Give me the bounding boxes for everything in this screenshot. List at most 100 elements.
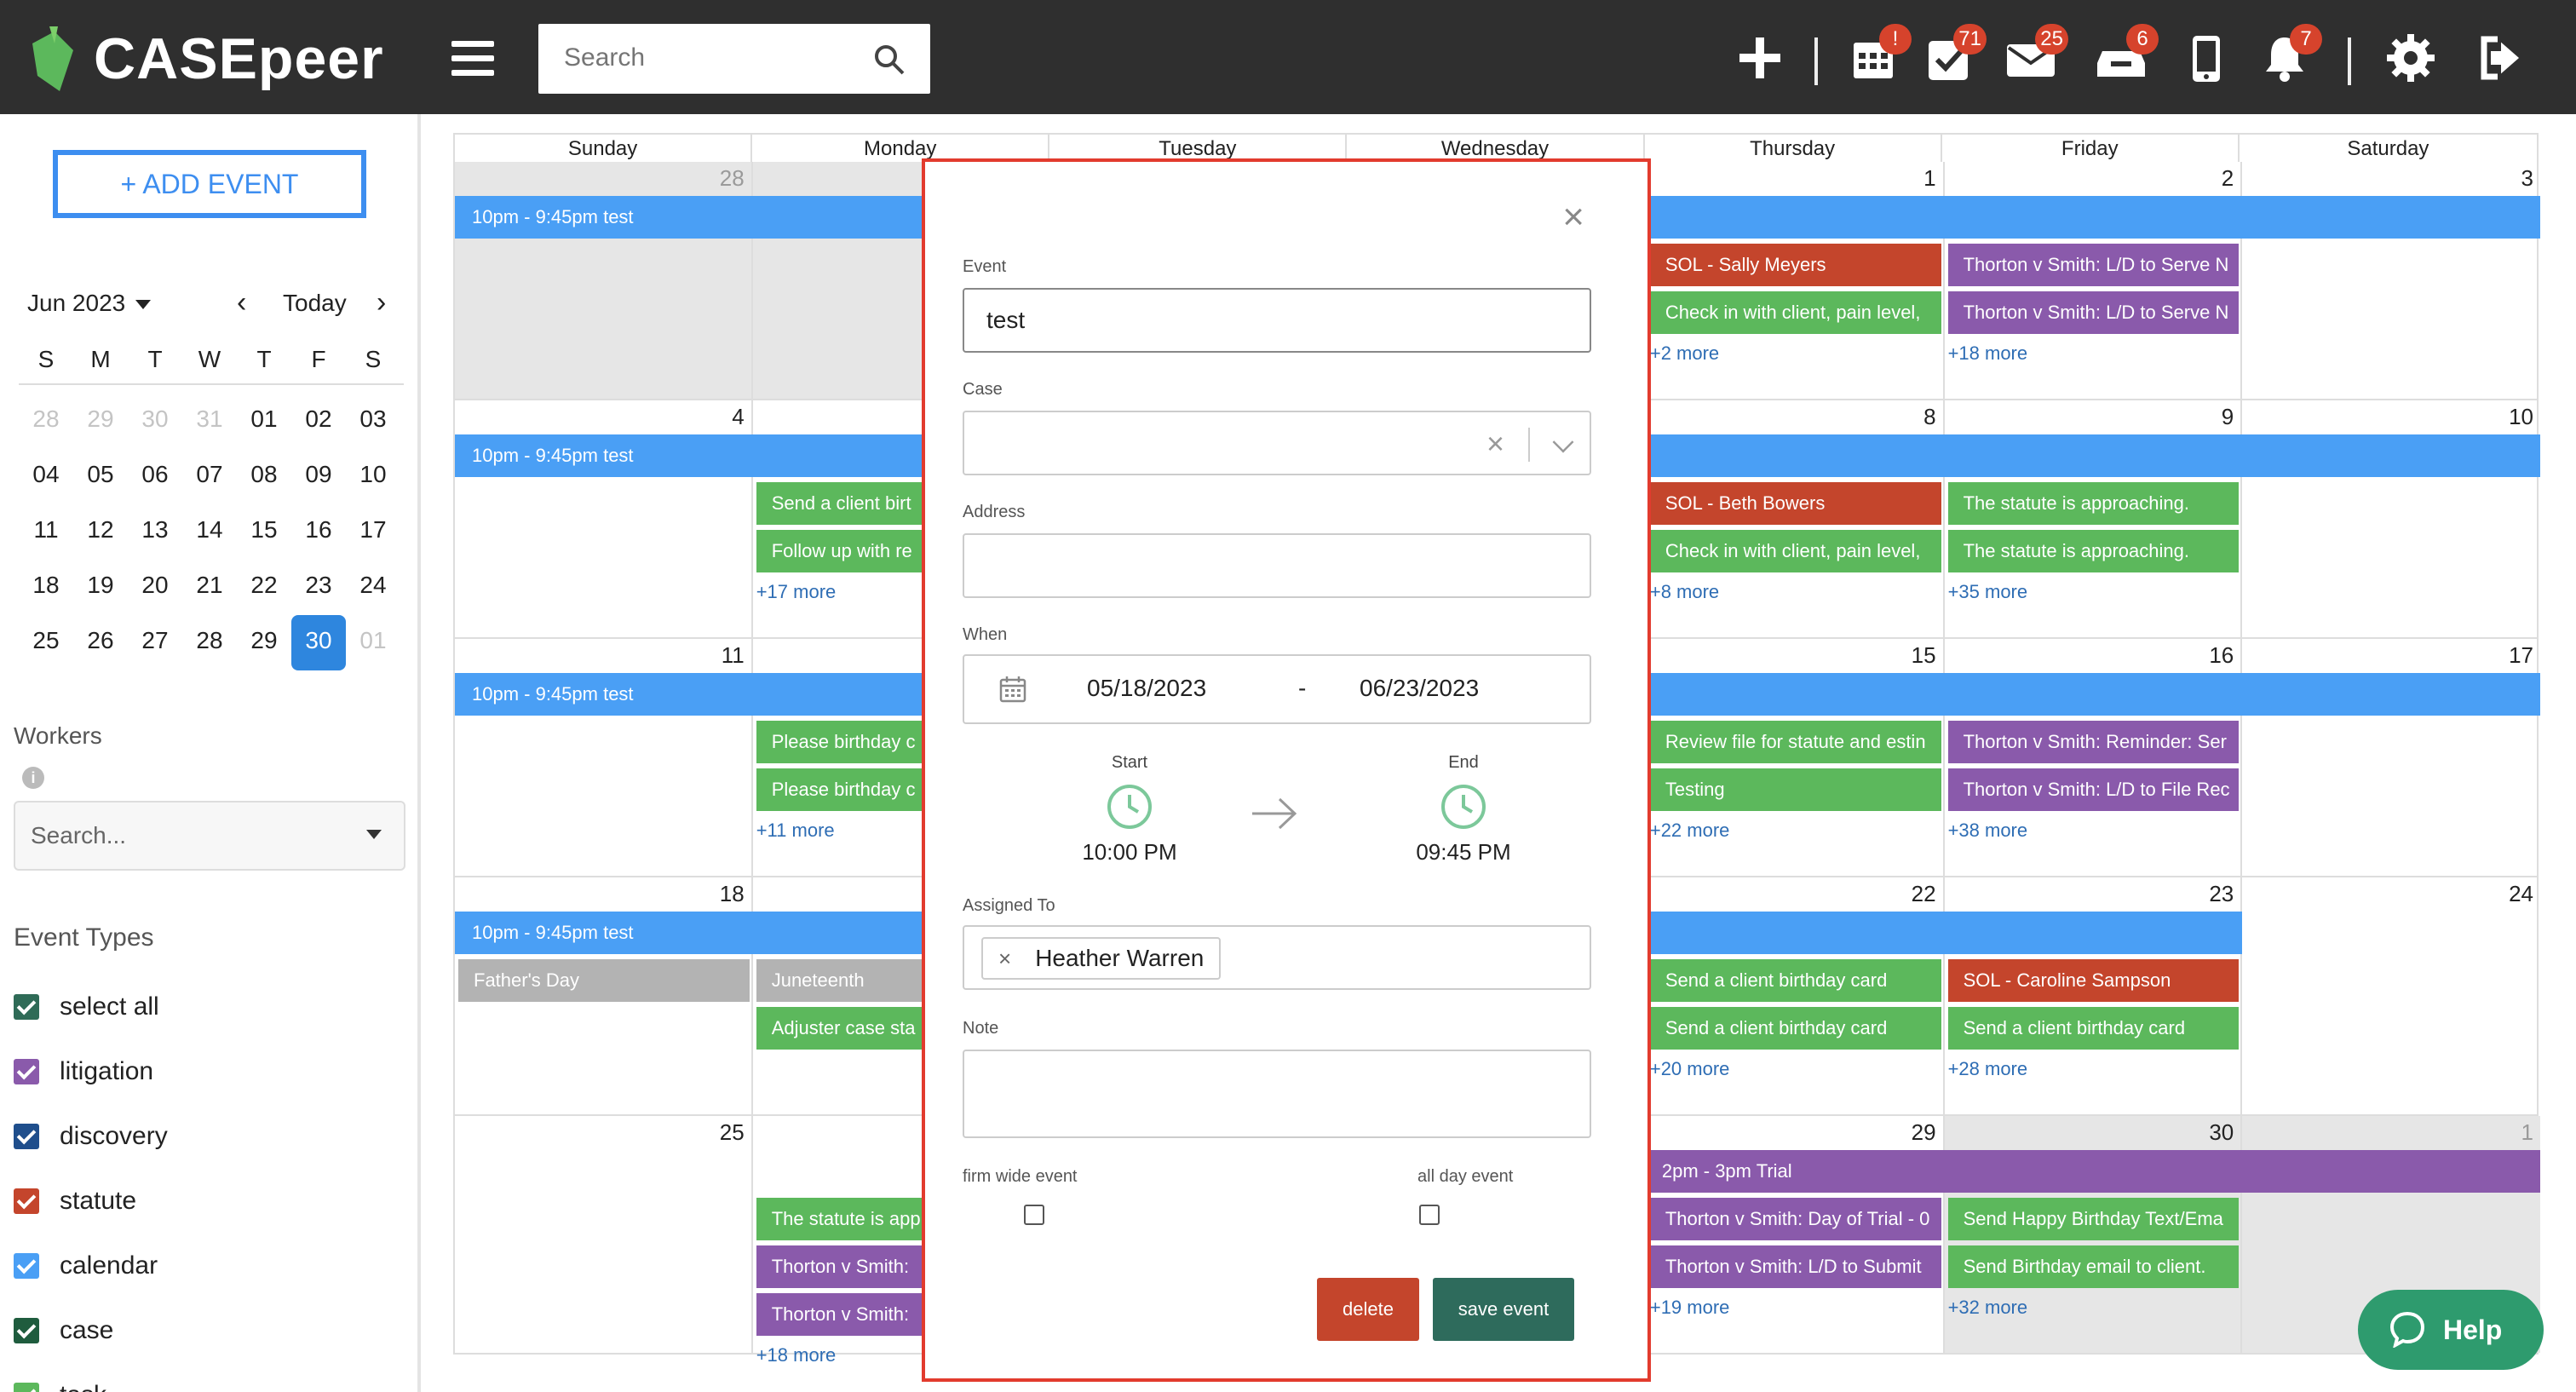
event-type-task[interactable]: task [14,1363,168,1392]
calendar-day-cell[interactable]: 22 [1647,877,1945,1114]
event-input[interactable] [964,290,1590,351]
calendar-day-cell[interactable]: 16 [1945,639,2243,876]
checkbox-checked-icon[interactable] [14,994,39,1020]
date-range-field[interactable]: 05/18/2023 - 06/23/2023 [963,654,1591,724]
menu-toggle-button[interactable] [451,41,494,76]
more-events-link[interactable]: +32 more [1947,1297,2028,1318]
calendar-event[interactable]: SOL - Beth Bowers [1649,482,1941,525]
mini-calendar-day[interactable]: 20 [141,572,169,598]
mini-calendar-day[interactable]: 28 [196,627,223,653]
help-button[interactable]: Help [2358,1290,2544,1370]
mini-calendar-day[interactable]: 18 [32,572,60,598]
calendar-event[interactable]: Thorton v Smith: L/D to Serve N [1947,244,2240,286]
mini-calendar-day[interactable]: 08 [250,461,278,487]
more-events-link[interactable]: +18 more [1947,342,2028,364]
mini-calendar-day[interactable]: 13 [141,516,169,543]
more-events-link[interactable]: +19 more [1649,1297,1730,1318]
remove-assignee-icon[interactable]: × [998,946,1012,971]
calendar-day-cell[interactable]: 25 [455,1116,753,1353]
end-date[interactable]: 06/23/2023 [1360,675,1480,701]
mini-calendar-day[interactable]: 22 [250,572,278,598]
mini-calendar-day[interactable]: 30 [141,406,169,432]
calendar-event[interactable]: Thorton v Smith: Day of Trial - 0 [1649,1198,1941,1240]
global-search-input[interactable] [538,24,854,92]
chevron-right-icon[interactable]: › [377,286,387,319]
chevron-left-icon[interactable]: ‹ [237,286,247,319]
mini-calendar-day[interactable]: 04 [32,461,60,487]
week-spanning-event[interactable]: 2pm - 3pm Trial [1646,1150,2540,1193]
calendar-day-cell[interactable]: 24 [2242,877,2540,1114]
start-date[interactable]: 05/18/2023 [1087,675,1207,701]
mini-calendar-day[interactable]: 02 [305,406,332,432]
calendar-event[interactable]: Thorton v Smith: L/D to Submit [1649,1245,1941,1288]
checkbox-checked-icon[interactable] [14,1188,39,1214]
mini-calendar-day[interactable]: 30 [291,615,346,670]
event-type-case[interactable]: case [14,1298,168,1363]
mini-calendar-day[interactable]: 29 [250,627,278,653]
checkbox-checked-icon[interactable] [14,1059,39,1084]
close-icon[interactable]: × [1562,196,1584,238]
more-events-link[interactable]: +17 more [756,581,837,602]
mini-calendar-day[interactable]: 23 [305,572,332,598]
mini-calendar-day[interactable]: 31 [196,406,223,432]
more-events-link[interactable]: +35 more [1947,581,2028,602]
more-events-link[interactable]: +28 more [1947,1058,2028,1079]
calendar-event[interactable]: Thorton v Smith: Reminder: Ser [1947,721,2240,763]
calendar-day-cell[interactable]: 3 [2242,162,2540,399]
calendar-day-cell[interactable]: 11 [455,639,753,876]
event-type-select-all[interactable]: select all [14,975,168,1039]
mini-calendar-day[interactable]: 10 [359,461,387,487]
event-type-calendar[interactable]: calendar [14,1234,168,1298]
search-icon[interactable] [872,43,906,77]
more-events-link[interactable]: +18 more [756,1344,837,1366]
settings-button[interactable] [2385,32,2436,83]
workers-select[interactable]: Search... [14,801,405,871]
calendar-event[interactable]: Review file for statute and estin [1649,721,1941,763]
clear-icon[interactable]: × [1486,426,1504,461]
calendar-event[interactable]: Send a client birthday card [1649,959,1941,1002]
mini-calendar-day[interactable]: 24 [359,572,387,598]
checkbox-checked-icon[interactable] [14,1318,39,1343]
mini-calendar-day[interactable]: 15 [250,516,278,543]
calendar-event[interactable]: Thorton v Smith: L/D to File Rec [1947,768,2240,811]
calendar-day-cell[interactable]: 17 [2242,639,2540,876]
all-day-checkbox[interactable] [1419,1205,1440,1225]
checkbox-checked-icon[interactable] [14,1124,39,1149]
mini-calendar-day[interactable]: 28 [32,406,60,432]
calendar-day-cell[interactable]: 2 [1945,162,2243,399]
calendar-event[interactable]: The statute is approaching. [1947,530,2240,572]
mini-calendar-day[interactable]: 25 [32,627,60,653]
more-events-link[interactable]: +2 more [1649,342,1720,364]
calendar-day-cell[interactable]: 18 [455,877,753,1114]
calendar-event[interactable]: Thorton v Smith: L/D to Serve N [1947,291,2240,334]
calendar-day-cell[interactable]: 23 [1945,877,2243,1114]
calendar-event[interactable]: Send a client birthday card [1649,1007,1941,1050]
event-type-litigation[interactable]: litigation [14,1039,168,1104]
mini-calendar-day[interactable]: 12 [87,516,114,543]
add-new-button[interactable] [1734,32,1785,83]
mini-calendar-day[interactable]: 29 [87,406,114,432]
calendar-event[interactable]: Father's Day [458,959,750,1002]
mail-nav-button[interactable]: 25 [2005,24,2068,83]
mini-calendar-day[interactable]: 05 [87,461,114,487]
note-textarea[interactable] [963,1050,1591,1138]
more-events-link[interactable]: +11 more [756,820,835,841]
event-type-statute[interactable]: statute [14,1169,168,1234]
chevron-down-icon[interactable] [1552,431,1574,453]
calendar-day-cell[interactable]: 1 [1647,162,1945,399]
calendar-event[interactable]: Send Birthday email to client. [1947,1245,2240,1288]
mini-calendar-day[interactable]: 21 [196,572,223,598]
calendar-event[interactable]: Check in with client, pain level, [1649,530,1941,572]
save-event-button[interactable]: save event [1433,1278,1574,1341]
assigned-to-field[interactable]: × Heather Warren [963,925,1591,990]
app-logo[interactable]: CASEpeer [29,20,384,97]
mini-calendar-day[interactable]: 19 [87,572,114,598]
today-button[interactable]: Today [283,290,347,316]
mini-calendar-day[interactable]: 06 [141,461,169,487]
calendar-day-cell[interactable]: 9 [1945,400,2243,637]
add-event-button[interactable]: + ADD EVENT [53,150,366,218]
firm-wide-checkbox[interactable] [1024,1205,1044,1225]
calendar-event[interactable]: Send a client birthday card [1947,1007,2240,1050]
mobile-nav-button[interactable] [2181,32,2232,83]
end-time-picker[interactable]: End 09:45 PM [1387,753,1540,866]
